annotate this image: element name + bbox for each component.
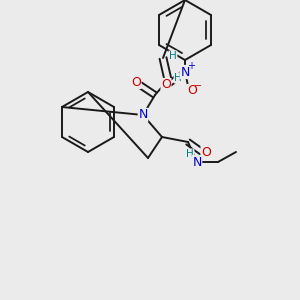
Text: N: N	[192, 155, 202, 169]
Text: −: −	[194, 81, 202, 91]
Text: H: H	[186, 149, 194, 159]
Text: H: H	[169, 51, 177, 61]
Text: O: O	[201, 146, 211, 160]
Text: O: O	[131, 76, 141, 88]
Text: H: H	[174, 73, 182, 83]
Text: O: O	[187, 85, 197, 98]
Text: +: +	[187, 61, 195, 71]
Text: O: O	[161, 79, 171, 92]
Text: N: N	[180, 65, 190, 79]
Text: N: N	[138, 109, 148, 122]
